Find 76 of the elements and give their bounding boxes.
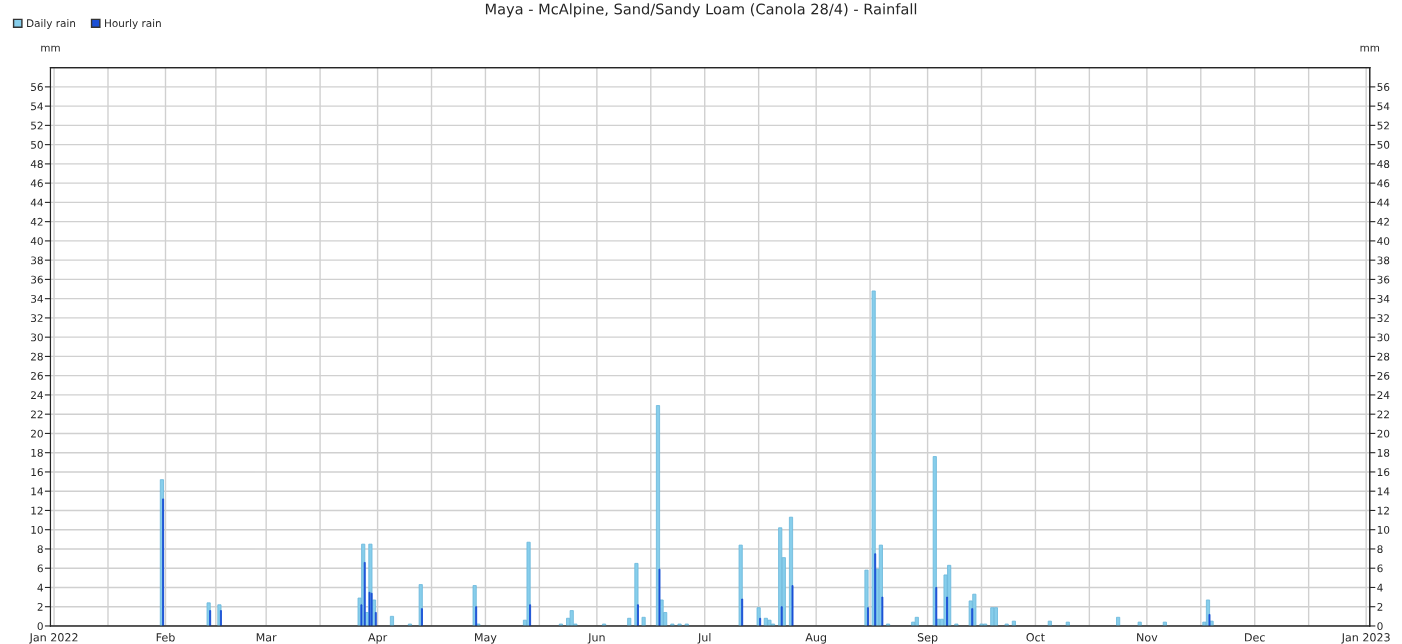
y2-tick-label: 24 (1377, 391, 1390, 399)
x-tick-label: Feb (156, 632, 175, 642)
legend-label: Hourly rain (105, 19, 161, 30)
y-tick-label: 22 (31, 410, 43, 419)
y2-tick-label: 30 (1377, 333, 1390, 342)
y2-tick-label: 4 (1377, 583, 1383, 592)
y2-tick-label: 14 (1377, 487, 1390, 496)
y2-tick-label: 18 (1377, 448, 1390, 457)
x-tick-label: Sep (917, 633, 938, 644)
y-tick-label: 4 (37, 583, 43, 592)
y2-tick-label: 46 (1377, 179, 1390, 188)
x-tick-label: Oct (1026, 633, 1045, 642)
legend-label: Daily rain (27, 19, 76, 30)
x-tick-label: Mar (256, 633, 277, 642)
y-tick-label: 0 (37, 622, 43, 631)
y-tick-label: 12 (31, 506, 43, 515)
y-tick-label: 34 (31, 294, 43, 303)
y-tick-label: 44 (30, 198, 43, 207)
y-tick-label: 18 (31, 448, 43, 457)
y2-tick-label: 0 (1377, 622, 1383, 631)
y2-tick-label: 12 (1377, 506, 1389, 515)
y2-tick-label: 10 (1377, 525, 1390, 534)
y2-axis-title: mm (1360, 45, 1380, 52)
y-tick-label: 52 (31, 121, 43, 130)
y-tick-label: 48 (30, 160, 43, 168)
chart-title: Maya - McAlpine, Sand/Sandy Loam (Canola 28/4) - Rainfall (485, 3, 917, 18)
y2-tick-label: 26 (1377, 371, 1390, 380)
x-tick-label: May (475, 633, 497, 644)
y2-tick-label: 48 (1377, 160, 1390, 168)
x-tick-label: Nov (1137, 633, 1158, 642)
y-tick-label: 46 (30, 179, 43, 188)
y2-tick-label: 56 (1377, 83, 1390, 91)
y-tick-label: 32 (31, 314, 43, 323)
y2-tick-label: 22 (1377, 410, 1389, 419)
y2-tick-label: 34 (1377, 294, 1390, 303)
y2-tick-label: 50 (1377, 140, 1390, 149)
y-tick-label: 50 (31, 140, 43, 149)
y-tick-label: 28 (31, 352, 43, 361)
y2-tick-label: 2 (1377, 602, 1383, 611)
y-tick-label: 20 (31, 429, 43, 438)
y2-tick-label: 20 (1377, 429, 1390, 438)
y-tick-label: 24 (31, 391, 43, 399)
y-tick-label: 10 (31, 525, 43, 534)
y-tick-label: 8 (37, 545, 43, 554)
y2-tick-label: 8 (1377, 545, 1383, 554)
y-tick-label: 54 (31, 102, 43, 111)
y-axis-title: mm (41, 45, 60, 52)
y-tick-label: 40 (30, 237, 43, 246)
y2-tick-label: 54 (1377, 102, 1390, 111)
y2-tick-label: 40 (1377, 237, 1390, 246)
y2-tick-label: 28 (1377, 352, 1390, 361)
x-tick-label: Dec (1245, 633, 1265, 642)
y-tick-label: 42 (30, 217, 43, 226)
y-tick-label: 26 (31, 371, 43, 380)
y-tick-label: 38 (31, 256, 43, 265)
y-tick-label: 6 (37, 564, 43, 573)
y-tick-label: 16 (31, 468, 43, 477)
x-tick-label: Apr (368, 633, 388, 644)
y-tick-label: 30 (31, 333, 43, 342)
y2-tick-label: 16 (1377, 468, 1390, 477)
y2-tick-label: 44 (1377, 198, 1390, 207)
y2-tick-label: 6 (1377, 564, 1383, 573)
x-tick-label: Jan 2023 (1341, 633, 1390, 644)
y-tick-label: 36 (31, 275, 43, 284)
x-tick-label: Jan 2022 (29, 633, 78, 644)
y-tick-label: 56 (31, 83, 43, 91)
y2-tick-label: 42 (1377, 217, 1389, 226)
y2-tick-label: 38 (1377, 256, 1390, 265)
y-tick-label: 14 (31, 487, 43, 496)
y2-tick-label: 32 (1377, 314, 1389, 323)
y2-tick-label: 36 (1377, 275, 1390, 284)
x-tick-label: Aug (805, 633, 826, 644)
y2-tick-label: 52 (1377, 121, 1389, 130)
y-tick-label: 2 (37, 602, 43, 611)
x-tick-label: Jul (697, 632, 711, 644)
x-tick-label: Jun (587, 633, 605, 644)
